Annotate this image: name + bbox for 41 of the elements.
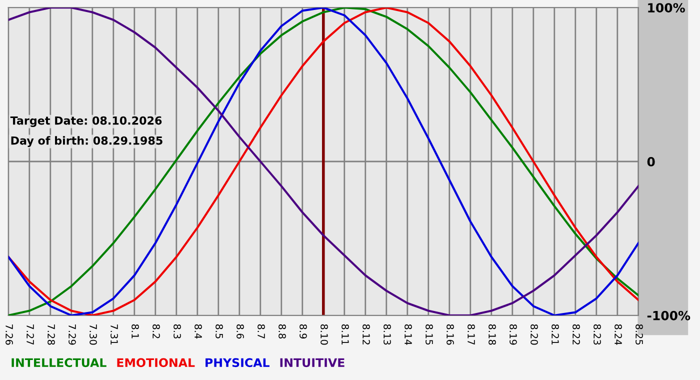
x-tick-label: 8.23 <box>594 324 601 345</box>
x-tick-label: 7.29 <box>68 324 76 345</box>
x-tick-label: 8.18 <box>488 324 496 345</box>
annotation: Target Date: 08.10.2026 <box>10 116 162 127</box>
x-tick-label: 8.24 <box>614 324 622 345</box>
x-tick-label: 8.3 <box>174 324 181 338</box>
x-tick-label: 8.11 <box>342 324 349 344</box>
x-tick-label: 8.7 <box>258 324 265 338</box>
x-tick-label: 7.28 <box>48 324 55 345</box>
x-tick-label: 8.10 <box>320 324 328 345</box>
y-tick-label: 0 <box>647 156 655 166</box>
x-tick-label: 8.13 <box>384 324 391 345</box>
x-tick-label: 8.1 <box>132 324 139 338</box>
x-tick-label: 8.8 <box>278 324 286 339</box>
x-tick-label: 8.14 <box>404 324 412 345</box>
x-tick-label: 8.5 <box>216 324 223 338</box>
x-tick-label: 8.2 <box>152 324 160 338</box>
text: EMOTIONAL <box>117 358 195 368</box>
x-tick-label: 7.26 <box>6 324 13 345</box>
x-tick-label: 8.25 <box>636 324 643 345</box>
x-tick-label: 7.27 <box>26 324 34 345</box>
x-tick-label: 8.21 <box>552 324 559 344</box>
x-tick-label: 7.31 <box>110 324 118 344</box>
annotation: Day of birth: 08.29.1985 <box>11 136 162 147</box>
x-tick-label: 8.6 <box>236 324 244 339</box>
y-tick-label: -100% <box>647 310 690 320</box>
line-series <box>8 8 638 316</box>
text: INTUITIVE <box>280 358 344 368</box>
x-tick-label: 8.20 <box>530 324 538 345</box>
x-tick-label: 8.19 <box>510 324 517 345</box>
x-tick-label: 7.30 <box>90 324 97 345</box>
x-tick-label: 8.17 <box>468 324 475 345</box>
text: INTELLECTUAL <box>12 358 106 368</box>
x-tick-label: 8.9 <box>300 324 307 339</box>
y-tick-label: 100% <box>648 3 685 13</box>
x-tick-label: 8.12 <box>362 324 370 344</box>
x-tick-label: 8.22 <box>572 324 580 344</box>
text: PHYSICAL <box>206 358 270 368</box>
x-tick-label: 8.15 <box>426 324 433 345</box>
x-tick-label: 8.4 <box>194 324 202 339</box>
x-tick-label: 8.16 <box>446 324 454 345</box>
